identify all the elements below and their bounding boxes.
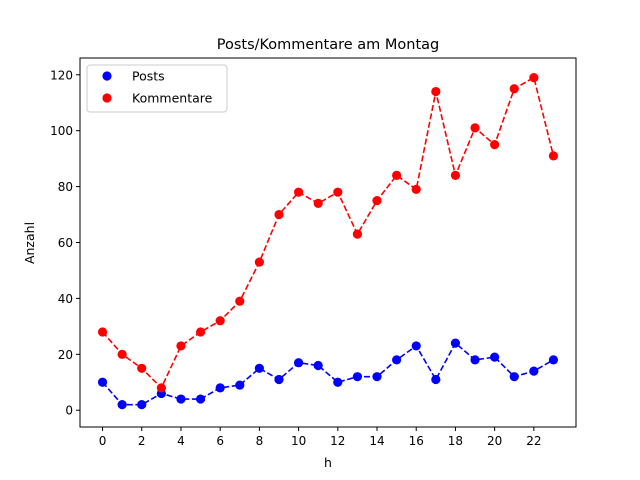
data-point-posts [352,372,363,382]
data-point-posts [333,377,343,387]
data-point-kommentare [274,209,284,220]
y-tick-label: 60 [58,236,73,250]
plot-area: 0 2 4 6 8 10 12 14 16 18 20 22 0 20 40 60 80 100 120 Posts K… [50,57,577,448]
data-point-kommentare [548,151,559,161]
x-tick-label: 4 [177,434,185,448]
data-point-posts [235,380,245,390]
data-point-posts [548,355,559,365]
data-point-kommentare [215,316,225,326]
data-point-posts [254,363,264,373]
y-tick-label: 80 [58,180,73,194]
data-point-kommentare [509,84,519,94]
x-tick-label: 16 [409,434,424,448]
data-point-kommentare [333,187,343,197]
data-point-posts [313,360,323,371]
data-point-kommentare [235,296,245,306]
legend-label-kommentare: Kommentare [132,91,213,106]
data-point-posts [215,383,225,393]
y-tick-label: 120 [50,68,73,82]
data-point-kommentare [372,195,382,206]
y-tick-label: 100 [50,124,73,138]
x-tick-label: 12 [330,434,345,448]
x-tick-label: 18 [448,434,463,448]
legend-label-posts: Posts [132,69,165,84]
data-point-posts [274,374,284,385]
data-point-kommentare [195,327,206,337]
data-point-posts [431,374,441,385]
data-point-kommentare [411,184,421,194]
data-point-posts [509,372,519,382]
data-point-posts [97,377,108,387]
chart-title: Posts/Kommentare am Montag [217,37,440,53]
data-point-kommentare [352,229,363,239]
data-point-posts [450,338,461,348]
data-point-posts [372,372,382,382]
data-point-kommentare [313,198,323,208]
data-point-posts [293,358,304,368]
data-point-kommentare [450,170,461,181]
data-point-posts [117,400,127,410]
legend-marker-kommentare [102,93,112,103]
x-tick-label: 10 [291,434,306,448]
data-point-posts [176,394,186,404]
x-tick-label: 8 [256,434,264,448]
x-tick-label: 22 [526,434,541,448]
data-point-posts [392,355,402,365]
data-point-kommentare [470,123,480,133]
data-point-kommentare [529,72,539,83]
data-point-kommentare [97,327,108,337]
data-point-kommentare [176,341,186,351]
data-point-kommentare [254,257,264,267]
data-point-kommentare [392,170,402,181]
data-point-posts [137,400,147,410]
data-point-kommentare [117,349,127,359]
data-point-posts [470,355,480,365]
data-point-posts [490,352,500,362]
x-tick-label: 0 [99,434,107,448]
y-axis-label: Anzahl [22,222,37,264]
legend: Posts Kommentare [86,64,228,113]
data-point-kommentare [137,363,147,373]
y-tick-label: 20 [58,348,73,362]
x-tick-label: 14 [369,434,384,448]
legend-marker-posts [102,71,112,81]
data-point-kommentare [431,86,441,97]
data-point-posts [195,394,206,404]
data-point-kommentare [293,187,304,197]
x-tick-label: 2 [138,434,146,448]
data-point-posts [529,366,539,376]
x-axis-label: h [324,455,332,470]
x-tick-label: 20 [487,434,502,448]
data-point-kommentare [156,383,166,393]
legend-box [86,64,228,113]
y-tick-label: 0 [65,404,73,418]
data-point-kommentare [490,140,500,150]
x-tick-label: 6 [216,434,224,448]
y-tick-label: 40 [58,292,73,306]
data-point-posts [411,341,421,351]
